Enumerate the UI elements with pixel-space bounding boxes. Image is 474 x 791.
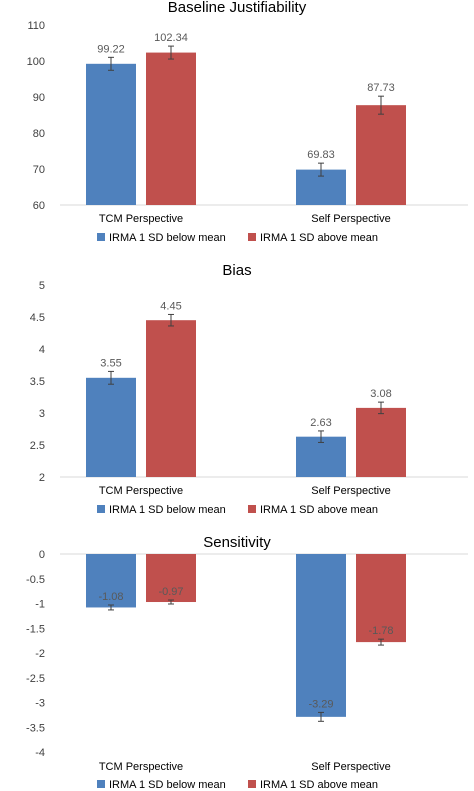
chart-title: Sensitivity	[203, 534, 271, 551]
bar-below-mean	[296, 554, 346, 717]
bar-below-mean	[86, 63, 136, 205]
legend-label: IRMA 1 SD above mean	[260, 779, 378, 791]
legend-swatch	[97, 780, 105, 788]
legend-swatch	[97, 505, 105, 513]
y-tick-label: 110	[27, 20, 45, 32]
y-tick-label: -0.5	[26, 574, 45, 586]
data-label: 87.73	[367, 82, 395, 94]
legend-label: IRMA 1 SD above mean	[260, 232, 378, 244]
bar-above-mean	[146, 554, 196, 603]
y-tick-label: -3.5	[26, 722, 45, 734]
data-label: -1.08	[98, 591, 123, 603]
y-tick-label: 90	[33, 92, 45, 104]
bar-below-mean	[296, 436, 346, 477]
y-tick-label: 2.5	[30, 440, 45, 452]
category-label: TCM Perspective	[99, 213, 183, 225]
legend-swatch	[248, 780, 256, 788]
y-tick-label: 100	[27, 56, 45, 68]
data-label: 102.34	[154, 32, 188, 44]
legend-label: IRMA 1 SD below mean	[109, 232, 226, 244]
legend-label: IRMA 1 SD above mean	[260, 504, 378, 516]
y-tick-label: -4	[35, 747, 45, 759]
data-label: 4.45	[160, 300, 181, 312]
chart-title: Baseline Justifiability	[168, 0, 307, 16]
category-label: Self Perspective	[311, 761, 390, 773]
data-label: 2.63	[310, 417, 331, 429]
bar-below-mean	[86, 377, 136, 477]
legend-swatch	[97, 233, 105, 241]
y-tick-label: 80	[33, 128, 45, 140]
y-tick-label: -3	[35, 698, 45, 710]
bar-above-mean	[356, 407, 406, 477]
y-tick-label: 4.5	[30, 312, 45, 324]
data-label: -3.29	[308, 698, 333, 710]
y-tick-label: 2	[39, 472, 45, 484]
category-label: TCM Perspective	[99, 761, 183, 773]
y-tick-label: -1	[35, 599, 45, 611]
y-tick-label: 60	[33, 200, 45, 212]
legend-label: IRMA 1 SD below mean	[109, 504, 226, 516]
bar-above-mean	[146, 320, 196, 477]
bar-above-mean	[356, 554, 406, 643]
y-tick-label: 0	[39, 549, 45, 561]
data-label: 99.22	[97, 43, 125, 55]
y-tick-label: -2.5	[26, 673, 45, 685]
data-label: 69.83	[307, 149, 335, 161]
y-tick-label: 3.5	[30, 376, 45, 388]
y-tick-label: 5	[39, 280, 45, 292]
data-label: 3.55	[100, 357, 121, 369]
data-label: -0.97	[158, 586, 183, 598]
data-label: -1.78	[368, 625, 393, 637]
chart-title: Bias	[222, 262, 251, 279]
category-label: TCM Perspective	[99, 485, 183, 497]
bar-above-mean	[356, 105, 406, 205]
y-tick-label: 3	[39, 408, 45, 420]
bar-above-mean	[146, 52, 196, 205]
y-tick-label: -2	[35, 648, 45, 660]
category-label: Self Perspective	[311, 485, 390, 497]
data-label: 3.08	[370, 388, 391, 400]
y-tick-label: -1.5	[26, 623, 45, 635]
legend-swatch	[248, 505, 256, 513]
legend-swatch	[248, 233, 256, 241]
y-tick-label: 4	[39, 344, 45, 356]
y-tick-label: 70	[33, 164, 45, 176]
bar-below-mean	[86, 554, 136, 608]
legend-label: IRMA 1 SD below mean	[109, 779, 226, 791]
category-label: Self Perspective	[311, 213, 390, 225]
